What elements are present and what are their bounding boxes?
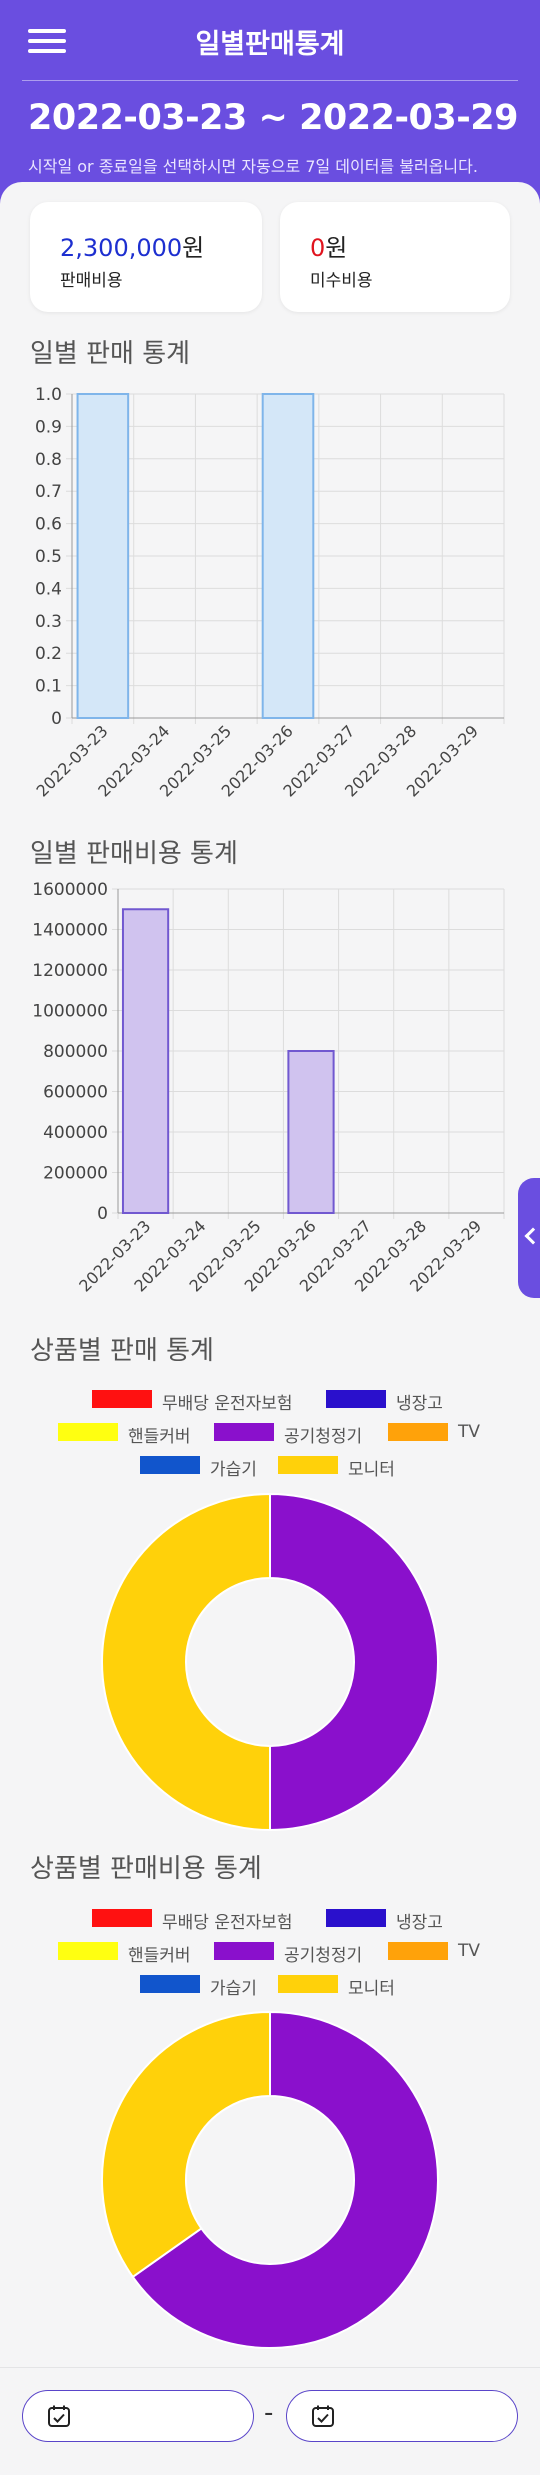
- unpaid-amount-value: 0: [310, 234, 326, 262]
- unpaid-summary-card: 0원 미수비용: [280, 202, 510, 312]
- y-tick-label: 1200000: [32, 961, 108, 981]
- daily-cost-chart: 0 200000 400000 600000 800000 1000000 1200000 1…: [32, 880, 505, 1296]
- legend-swatch: [326, 1909, 386, 1927]
- product-cost-doughnut: [101, 2010, 439, 2349]
- sales-amount-unit: 원: [182, 234, 205, 262]
- unpaid-amount-unit: 원: [325, 234, 348, 262]
- legend-label: 공기청정기: [284, 1427, 363, 1447]
- legend-swatch: [278, 1975, 338, 1993]
- end-date-input[interactable]: [286, 2390, 518, 2442]
- sales-amount-value: 2,300,000: [60, 234, 183, 262]
- date-range: 2022-03-23 ~ 2022-03-29: [28, 98, 518, 138]
- y-tick-label: 1.0: [35, 385, 62, 405]
- y-tick-label: 0.6: [35, 515, 62, 535]
- legend-swatch: [140, 1456, 200, 1474]
- legend-swatch: [214, 1423, 274, 1441]
- y-tick-label: 1600000: [32, 880, 108, 900]
- y-tick-label: 0.8: [35, 450, 62, 470]
- y-tick-label: 1400000: [32, 921, 108, 941]
- legend-label: 무배당 운전자보험: [162, 1394, 293, 1414]
- legend-label: 핸들커버: [128, 1946, 191, 1966]
- y-tick-label: 0: [97, 1204, 108, 1224]
- legend-swatch: [58, 1942, 118, 1960]
- legend-label: 가습기: [210, 1979, 257, 1999]
- header-divider: [22, 80, 518, 81]
- unpaid-label: 미수비용: [310, 271, 373, 291]
- legend-swatch: [58, 1423, 118, 1441]
- y-tick-label: 1000000: [32, 1002, 108, 1022]
- y-tick-label: 0.2: [35, 644, 62, 664]
- y-tick-label: 0.9: [35, 417, 62, 437]
- app-header: 일별판매통계 2022-03-23 ~ 2022-03-29 시작일 or 종료…: [0, 0, 540, 215]
- doughnut-slice: [269, 1492, 439, 1832]
- side-drawer-tab[interactable]: [518, 1178, 540, 1298]
- doughnut-slice: [101, 2010, 271, 2279]
- bar: [76, 393, 130, 719]
- legend-label: 핸들커버: [128, 1427, 191, 1447]
- section-title-daily-cost: 일별 판매비용 통계: [30, 839, 238, 869]
- hamburger-menu-icon[interactable]: [28, 25, 66, 57]
- chevron-left-icon: [524, 1227, 540, 1245]
- y-tick-label: 0.3: [35, 612, 62, 632]
- section-title-daily-sales: 일별 판매 통계: [30, 339, 191, 369]
- y-tick-label: 0.5: [35, 547, 62, 567]
- legend-label: 냉장고: [396, 1913, 443, 1933]
- bar: [261, 393, 315, 719]
- legend-swatch: [92, 1390, 152, 1408]
- legend-label: 모니터: [348, 1979, 395, 1999]
- legend-swatch: [214, 1942, 274, 1960]
- y-tick-label: 0.1: [35, 677, 62, 697]
- sales-summary-card: 2,300,000원 판매비용: [30, 202, 262, 312]
- legend-label: TV: [458, 1422, 481, 1442]
- date-hint: 시작일 or 종료일을 선택하시면 자동으로 7일 데이터를 불러옵니다.: [28, 157, 478, 176]
- calendar-check-icon: [312, 2405, 334, 2427]
- legend-swatch: [388, 1423, 448, 1441]
- legend-swatch: [278, 1456, 338, 1474]
- bar: [121, 908, 170, 1214]
- sales-amount: 2,300,000원: [60, 228, 204, 263]
- legend-swatch: [140, 1975, 200, 1993]
- product-sales-doughnut: [101, 1492, 439, 1832]
- legend-label: 냉장고: [396, 1394, 443, 1414]
- page-title: 일별판매통계: [195, 29, 345, 60]
- y-tick-label: 600000: [43, 1083, 108, 1103]
- legend-label: TV: [458, 1941, 481, 1961]
- y-tick-label: 400000: [43, 1123, 108, 1143]
- y-tick-label: 800000: [43, 1042, 108, 1062]
- doughnut-slice: [101, 1492, 271, 1832]
- start-date-input[interactable]: [22, 2390, 254, 2442]
- legend-swatch: [326, 1390, 386, 1408]
- y-tick-label: 0.4: [35, 579, 62, 599]
- legend-label: 공기청정기: [284, 1946, 363, 1966]
- y-tick-label: 0: [51, 709, 62, 729]
- legend-label: 가습기: [210, 1460, 257, 1480]
- y-tick-label: 200000: [43, 1164, 108, 1184]
- doughnut-slice: [131, 2010, 439, 2349]
- unpaid-amount: 0원: [310, 228, 347, 263]
- sales-label: 판매비용: [60, 271, 123, 291]
- y-tick-label: 0.7: [35, 482, 62, 502]
- legend-swatch: [388, 1942, 448, 1960]
- legend-label: 모니터: [348, 1460, 395, 1480]
- section-title-product-cost: 상품별 판매비용 통계: [30, 1854, 262, 1884]
- daily-sales-chart: 00.10.20.30.40.50.60.70.80.91.02022-03-2…: [33, 385, 505, 801]
- bar: [287, 1050, 335, 1214]
- section-title-product-sales: 상품별 판매 통계: [30, 1336, 214, 1366]
- calendar-check-icon: [48, 2405, 70, 2427]
- date-separator: -: [264, 2398, 274, 2428]
- legend-swatch: [92, 1909, 152, 1927]
- legend-label: 무배당 운전자보험: [162, 1913, 293, 1933]
